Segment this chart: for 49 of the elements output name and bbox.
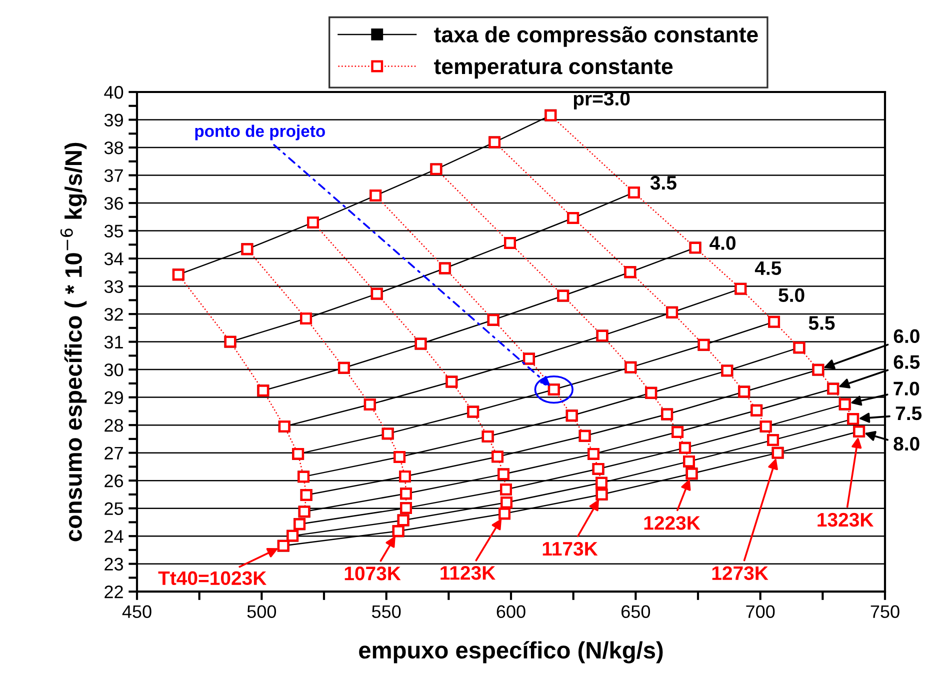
x-tick-label: 500 [247,605,276,618]
y-tick-label: 34 [104,252,124,266]
y-tick-label: 35 [104,224,124,238]
y-tick-label: 30 [104,363,124,376]
annotation: 4.5 [754,261,782,276]
legend-label: temperatura constante [434,60,673,79]
annotation: 3.5 [650,176,676,190]
annotation: 1323K [818,512,874,527]
annotation: 8.0 [894,436,920,451]
annotation: 5.0 [778,288,804,302]
y-tick-label: 24 [104,530,124,543]
annotation: 1223K [644,516,700,530]
annotation: 5.5 [808,316,835,330]
y-tick-label: 31 [104,336,123,349]
y-tick-label: 36 [104,196,124,210]
annotation: 4.0 [710,236,736,250]
annotation: pr=3.0 [574,92,630,110]
y-tick-label: 39 [104,114,123,126]
annotation: 1123K [440,566,496,580]
y-tick-label: 40 [104,86,124,99]
y-tick-label: 28 [104,419,124,432]
y-tick-label: 38 [104,141,124,154]
y-tick-label: 29 [104,391,123,404]
y-axis-title: consumo específico ( * 10$^{−6}$ kg/s/N) [60,142,87,542]
y-tick-label: 22 [104,586,123,598]
y-tick-label: 37 [104,169,123,182]
annotation: 1173K [542,542,598,556]
y-tick-label: 32 [104,308,123,321]
y-tick-label: 23 [104,558,124,571]
x-tick-label: 650 [622,605,650,618]
x-tick-label: 700 [746,605,775,618]
x-tick-label: 450 [122,605,152,618]
annotation: Tt40=1023K [158,571,266,586]
annotation: 1073K [344,566,401,580]
x-axis-title: empuxo específico (N/kg/s) [359,641,663,664]
x-tick-label: 750 [870,605,900,618]
annotation: 1273K [712,566,768,580]
y-tick-label: 33 [104,280,124,294]
x-tick-label: 550 [372,605,401,618]
x-tick-label: 600 [496,605,526,618]
annotation: 7.0 [894,382,920,396]
y-tick-label: 27 [104,446,123,460]
annotation: ponto de projeto [195,124,325,140]
annotation: 6.5 [894,355,920,369]
legend-label: taxa de compressão constante [434,26,758,47]
annotation: 7.5 [896,406,922,420]
y-tick-label: 26 [104,474,124,488]
y-tick-label: 25 [104,502,124,516]
annotation: 6.0 [894,329,920,344]
